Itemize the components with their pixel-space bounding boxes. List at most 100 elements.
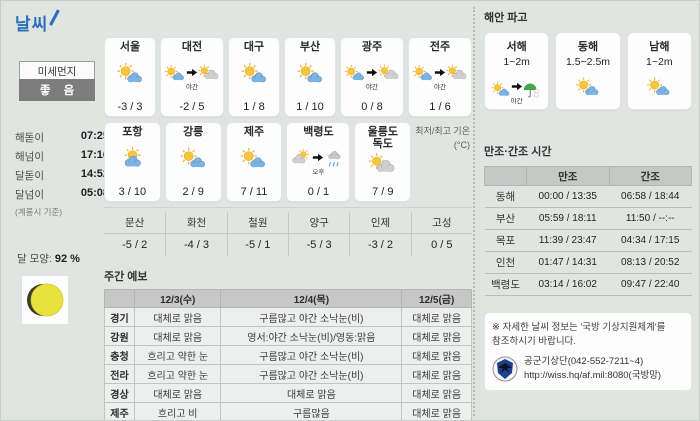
contact-org: 공군기상단(042-552-7211~4): [524, 355, 644, 367]
city-name: 강릉: [183, 126, 204, 139]
right-panel: 해안 파고 서해 1~2m 야간 동해 1.5~2.5m 남해 1~2m 만조·간조 시간…: [484, 9, 692, 392]
temp-range: 0 / 8: [361, 101, 383, 113]
table-row: 부산 05:59 / 18:11 11:50 / --:--: [484, 207, 692, 230]
transition-time-label: 야간: [510, 98, 523, 105]
weekly-corner-header: [104, 289, 135, 308]
transition-time-label: 오후: [312, 168, 325, 176]
transition-arrow-icon: 야간: [511, 78, 523, 105]
city-name-line: 부산: [299, 41, 321, 53]
tide-low-times: 09:47 / 22:40: [609, 273, 692, 296]
table-row: 제주 흐리고 비 구름많음 대체로 맑음: [104, 402, 472, 420]
transition-time-label: 야간: [186, 83, 198, 91]
border-town-temp: -5 / 2: [122, 239, 148, 251]
temp-range: 2 / 9: [182, 186, 204, 198]
tide-port-name: 부산: [484, 207, 527, 230]
coast-card: 동해 1.5~2.5m: [555, 32, 621, 110]
tide-high-times: 05:59 / 18:11: [526, 207, 609, 230]
sun-time-value: 07:25: [80, 130, 109, 142]
weather-icon-zone: [116, 139, 149, 186]
sun-time-value: 17:16: [80, 149, 109, 161]
wave-height: 1.5~2.5m: [565, 56, 611, 68]
weekly-forecast-cell: 대체로 맑음: [401, 345, 472, 365]
temp-range: 0 / 1: [307, 186, 330, 198]
city-card: 포항 3 / 10: [104, 122, 161, 202]
weekly-forecast-cell: 대체로 맑음: [401, 383, 472, 403]
notice-box: ※ 자세한 날씨 정보는 '국방 기상지원체계'를 참조하시기 바랍니다. 공군…: [484, 312, 692, 392]
temp-note-line: 최저/최고 기온: [415, 126, 470, 136]
city-name: 제주: [244, 126, 264, 139]
sun-time-row: 해넘이 17:16: [15, 149, 109, 164]
city-name: 백령도: [303, 126, 334, 139]
tide-title: 만조·간조 시간: [484, 146, 552, 158]
table-row: 전라 흐리고 약한 눈 구름많고 야간 소낙눈(비) 대체로 맑음: [104, 364, 472, 384]
border-town-name: 철원: [227, 212, 288, 234]
tide-high-times: 11:39 / 23:47: [526, 229, 609, 252]
sun-cloud-icon: [238, 62, 271, 93]
sun-gray-cloud-icon: [196, 64, 222, 90]
city-name-line: 포항: [122, 126, 143, 138]
sun-gray-cloud-icon: [366, 152, 399, 184]
fine-dust-status-badge: 좋 음: [19, 79, 95, 101]
border-town-name: 고성: [411, 212, 472, 234]
table-row: 목포 11:39 / 23:47 04:34 / 17:15: [484, 229, 692, 252]
tide-table: 만조 간조 동해 00:00 / 13:35 06:58 / 18:44 부산 05:59 …: [484, 166, 692, 296]
border-town-cell: 철원 -5 / 1: [226, 212, 288, 256]
border-town-temp: -5 / 1: [245, 239, 271, 251]
sun-cloud-icon: [114, 62, 147, 93]
table-row: 충청 흐리고 약한 눈 구름많고 야간 소낙눈(비) 대체로 맑음: [104, 345, 472, 365]
weekly-region-cell: 경상: [104, 383, 135, 403]
border-town-temp: 0 / 5: [431, 239, 453, 251]
wave-height: 1~2m: [646, 56, 673, 68]
weekly-region-cell: 제주: [104, 402, 135, 420]
tide-low-times: 11:50 / --:--: [609, 207, 692, 230]
sea-name: 서해: [506, 41, 527, 53]
table-row: 인천 01:47 / 14:31 08:13 / 20:52: [484, 251, 692, 274]
border-towns-strip: 문산 -5 / 2 화천 -4 / 3 철원 -5 / 1 양구 -5 / 3 인제 -3 / 2…: [104, 207, 472, 256]
sun-gray-cloud-icon: [444, 64, 470, 90]
contact-lines: 공군기상단(042-552-7211~4) http://wiss.hq/af.…: [524, 355, 661, 384]
air-force-weather-wing-logo: [492, 356, 518, 382]
city-name-line: 백령도: [303, 126, 334, 138]
weather-icon-zone: [177, 139, 210, 186]
moon-phase-block: 달 모양: 92 %: [17, 251, 111, 325]
weather-icon-zone: 야간: [162, 54, 222, 101]
page-title: 날씨: [15, 15, 49, 34]
city-name: 서울: [119, 41, 141, 54]
city-cards-row-1: 서울 -3 / 3 대전 야간 -2 / 5 대구 1 / 8 부산 1 / 10 광주 야간 0 /…: [104, 37, 472, 117]
weekly-forecast-cell: 대체로 맑음: [401, 402, 472, 420]
city-name-line: 울릉도: [367, 126, 398, 138]
transition-arrow-icon: 야간: [186, 64, 198, 91]
sun-time-label: 해넘이: [15, 151, 44, 163]
wave-height: 1~2m: [503, 56, 530, 68]
city-name-line: 강릉: [183, 126, 204, 138]
tide-port-name: 목포: [484, 229, 527, 252]
weather-icon-zone: 야간: [342, 54, 402, 101]
border-town-cell: 고성 0 / 5: [410, 212, 472, 256]
weather-icon-zone: [237, 139, 270, 186]
temp-range: 1 / 8: [243, 101, 265, 113]
border-town-name: 인제: [350, 212, 411, 234]
umbrella-rain-icon: [521, 81, 545, 105]
city-name-line: 서울: [119, 41, 141, 53]
weekly-forecast-cell: 대체로 맑음: [133, 307, 222, 327]
city-card: 강릉 2 / 9: [164, 122, 222, 202]
table-row: 백령도 03:14 / 16:02 09:47 / 22:40: [484, 273, 692, 296]
sun-time-value: 14:52: [80, 168, 109, 180]
weather-icon-zone: 야간: [410, 54, 470, 101]
border-town-cell: 화천 -4 / 3: [165, 212, 227, 256]
weekly-forecast-cell: 대체로 맑음: [133, 383, 222, 403]
weekly-forecast-cell: 흐리고 약한 눈: [133, 345, 222, 365]
moon-phase-image: [21, 275, 69, 325]
right-arrow-icon: [312, 149, 324, 167]
city-name-line: 대구: [243, 41, 265, 53]
tide-port-name: 동해: [484, 185, 527, 208]
weekly-forecast-cell: 구름많고 야간 소낙눈(비): [220, 364, 403, 384]
weekly-forecast-cell: 대체로 맑음: [220, 383, 403, 403]
notice-line-2: 참조하시기 바랍니다.: [492, 335, 576, 347]
city-card: 부산 1 / 10: [284, 37, 336, 117]
main-weather-area: 서울 -3 / 3 대전 야간 -2 / 5 대구 1 / 8 부산 1 / 10 광주 야간 0 /…: [104, 37, 472, 420]
city-name-line: 광주: [361, 41, 383, 53]
border-town-cell: 문산 -5 / 2: [104, 212, 166, 256]
coastal-wave-cards: 서해 1~2m 야간 동해 1.5~2.5m 남해 1~2m: [484, 32, 692, 110]
